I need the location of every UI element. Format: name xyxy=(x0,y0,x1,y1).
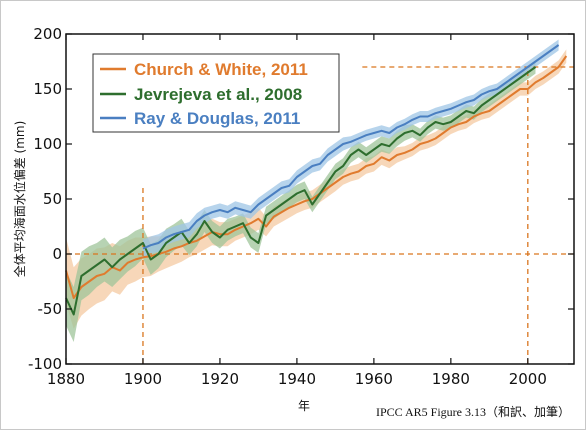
band-jevrejeva-et-al-2008 xyxy=(66,60,536,343)
y-tick-label: 50 xyxy=(43,190,62,208)
y-axis-label: 全体平均海面水位偏差 (mm) xyxy=(12,121,27,278)
line-ray-douglas-2011 xyxy=(142,44,560,250)
series-lines xyxy=(65,44,568,316)
x-tick-label: 1920 xyxy=(201,370,239,388)
y-tick-label: 150 xyxy=(33,80,62,98)
legend-label-jevrejeva: Jevrejeva et al., 2008 xyxy=(134,85,302,104)
figure-caption: IPCC AR5 Figure 3.13（和訳、加筆） xyxy=(376,404,570,419)
band-church-white-2011 xyxy=(66,49,567,329)
x-tick-label: 2000 xyxy=(509,370,547,388)
x-axis-label: 年 xyxy=(298,399,310,413)
y-tick-label: 0 xyxy=(52,245,62,263)
x-tick-label: 1980 xyxy=(432,370,470,388)
legend: Church & White, 2011 Jevrejeva et al., 2… xyxy=(92,53,340,133)
reference-lines xyxy=(66,66,574,364)
y-tick-label: 100 xyxy=(33,135,62,153)
x-tick-label: 1900 xyxy=(124,370,162,388)
line-jevrejeva-et-al-2008 xyxy=(65,66,537,316)
x-tick-label: 1960 xyxy=(355,370,393,388)
legend-label-ray-douglas: Ray & Douglas, 2011 xyxy=(134,109,300,128)
x-tick-label: 1880 xyxy=(47,370,85,388)
x-axis-ticks: 1880 1900 1920 1940 1960 1980 2000 xyxy=(47,34,547,388)
y-tick-label: -100 xyxy=(28,355,62,373)
legend-label-church-white: Church & White, 2011 xyxy=(134,60,308,79)
y-tick-label: -50 xyxy=(38,300,63,318)
y-axis-ticks: -100 -50 0 50 100 150 200 xyxy=(28,25,574,373)
x-tick-label: 1940 xyxy=(278,370,316,388)
legend-box xyxy=(92,53,340,133)
y-tick-label: 200 xyxy=(33,25,62,43)
